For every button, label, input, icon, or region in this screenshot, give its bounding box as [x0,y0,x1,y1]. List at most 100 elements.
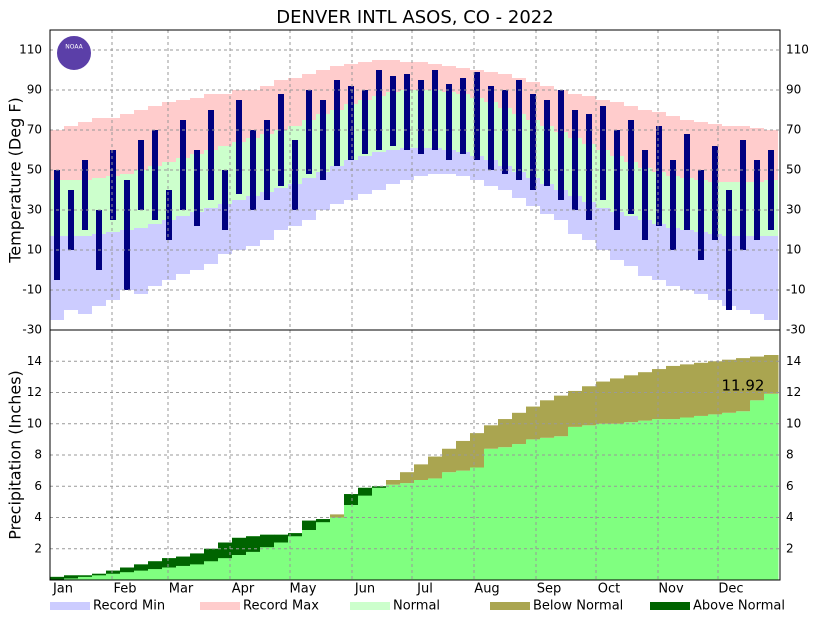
above-normal [64,575,79,579]
observed-precip [442,472,457,580]
record-min-bar [666,228,680,286]
record-max-bar [260,86,274,134]
above-normal [372,486,387,488]
record-max-bar [64,126,78,180]
above-normal [274,534,289,543]
above-normal [288,533,303,537]
record-max-bar [722,126,736,182]
record-min-bar [638,220,652,276]
observed-bar [474,72,480,160]
observed-precip [302,520,317,580]
x-tick-label: Oct [598,582,620,597]
record-min-bar [260,192,274,240]
below-normal [442,448,457,473]
record-min-bar [344,160,358,200]
record-max-bar [316,70,330,114]
record-min-bar [596,208,610,250]
record-max-bar [610,102,624,156]
x-tick-label: Jul [416,582,433,597]
observed-precip [708,414,723,580]
legend-label: Normal [393,599,440,614]
observed-bar [754,160,760,240]
legend-swatch [650,602,690,610]
observed-bar [152,130,158,220]
y-axis-label: Precipitation (Inches) [6,370,25,540]
record-min-bar [64,236,78,310]
total-label: 11.92 [722,377,765,395]
record-min-bar [316,172,330,210]
below-normal [638,372,653,421]
observed-bar [390,76,396,146]
observed-bar [54,170,60,280]
observed-bar [376,70,382,150]
observed-bar [558,90,564,200]
x-tick-label: May [290,582,317,597]
below-normal [330,514,345,518]
observed-precip [736,411,751,580]
observed-bar [68,190,74,250]
below-normal [624,375,639,423]
observed-precip [428,478,443,580]
y-tick-label-right: -30 [786,323,806,337]
below-normal [694,362,709,416]
observed-bar [306,90,312,174]
record-min-bar [540,184,554,214]
below-normal [736,358,751,412]
observed-bar [600,106,606,200]
above-normal [190,553,205,565]
record-min-bar [764,236,778,320]
chart-title: DENVER INTL ASOS, CO - 2022 [276,7,553,28]
observed-precip [554,436,569,580]
y-tick-label: 2 [34,541,42,555]
y-tick-label-right: 10 [786,243,801,257]
above-normal [358,487,373,496]
observed-bar [194,150,200,226]
observed-precip [694,415,709,580]
observed-bar [292,140,298,210]
record-max-bar [638,110,652,168]
observed-precip [540,437,555,580]
observed-bar [348,86,354,160]
observed-bar [642,150,648,240]
below-normal [554,395,569,437]
observed-bar [684,134,690,230]
observed-precip [526,439,541,580]
x-tick-label: Sep [537,582,562,597]
logo [55,34,93,72]
legend-label: Record Min [93,599,165,614]
observed-bar [404,74,410,150]
observed-bar [740,140,746,250]
below-normal [386,480,401,485]
below-normal [540,400,555,438]
record-max-bar [162,102,176,162]
below-normal [414,464,429,480]
legend-label: Below Normal [533,599,623,614]
y-tick-label-right: 8 [786,448,794,462]
above-normal [260,534,275,548]
record-min-bar [330,166,344,204]
below-normal [498,419,513,448]
below-normal [680,364,695,418]
observed-bar [628,120,634,214]
record-min-bar [498,166,512,190]
record-max-bar [414,62,428,90]
below-normal [526,406,541,440]
observed-precip [568,426,583,580]
y-tick-label: 70 [27,123,42,137]
below-normal [764,355,779,394]
observed-precip [484,448,499,580]
observed-bar [82,160,88,230]
record-max-bar [344,64,358,104]
observed-bar [446,84,452,160]
legend-label: Above Normal [693,599,785,614]
below-normal [428,456,443,479]
observed-bar [236,100,242,194]
y-tick-label-right: -10 [786,283,806,297]
record-min-bar [456,152,470,176]
below-normal [708,361,723,415]
y-tick-label-right: 110 [786,43,809,57]
observed-bar [432,70,438,150]
record-min-bar [414,148,428,176]
record-min-bar [428,148,442,174]
observed-precip [666,419,681,580]
